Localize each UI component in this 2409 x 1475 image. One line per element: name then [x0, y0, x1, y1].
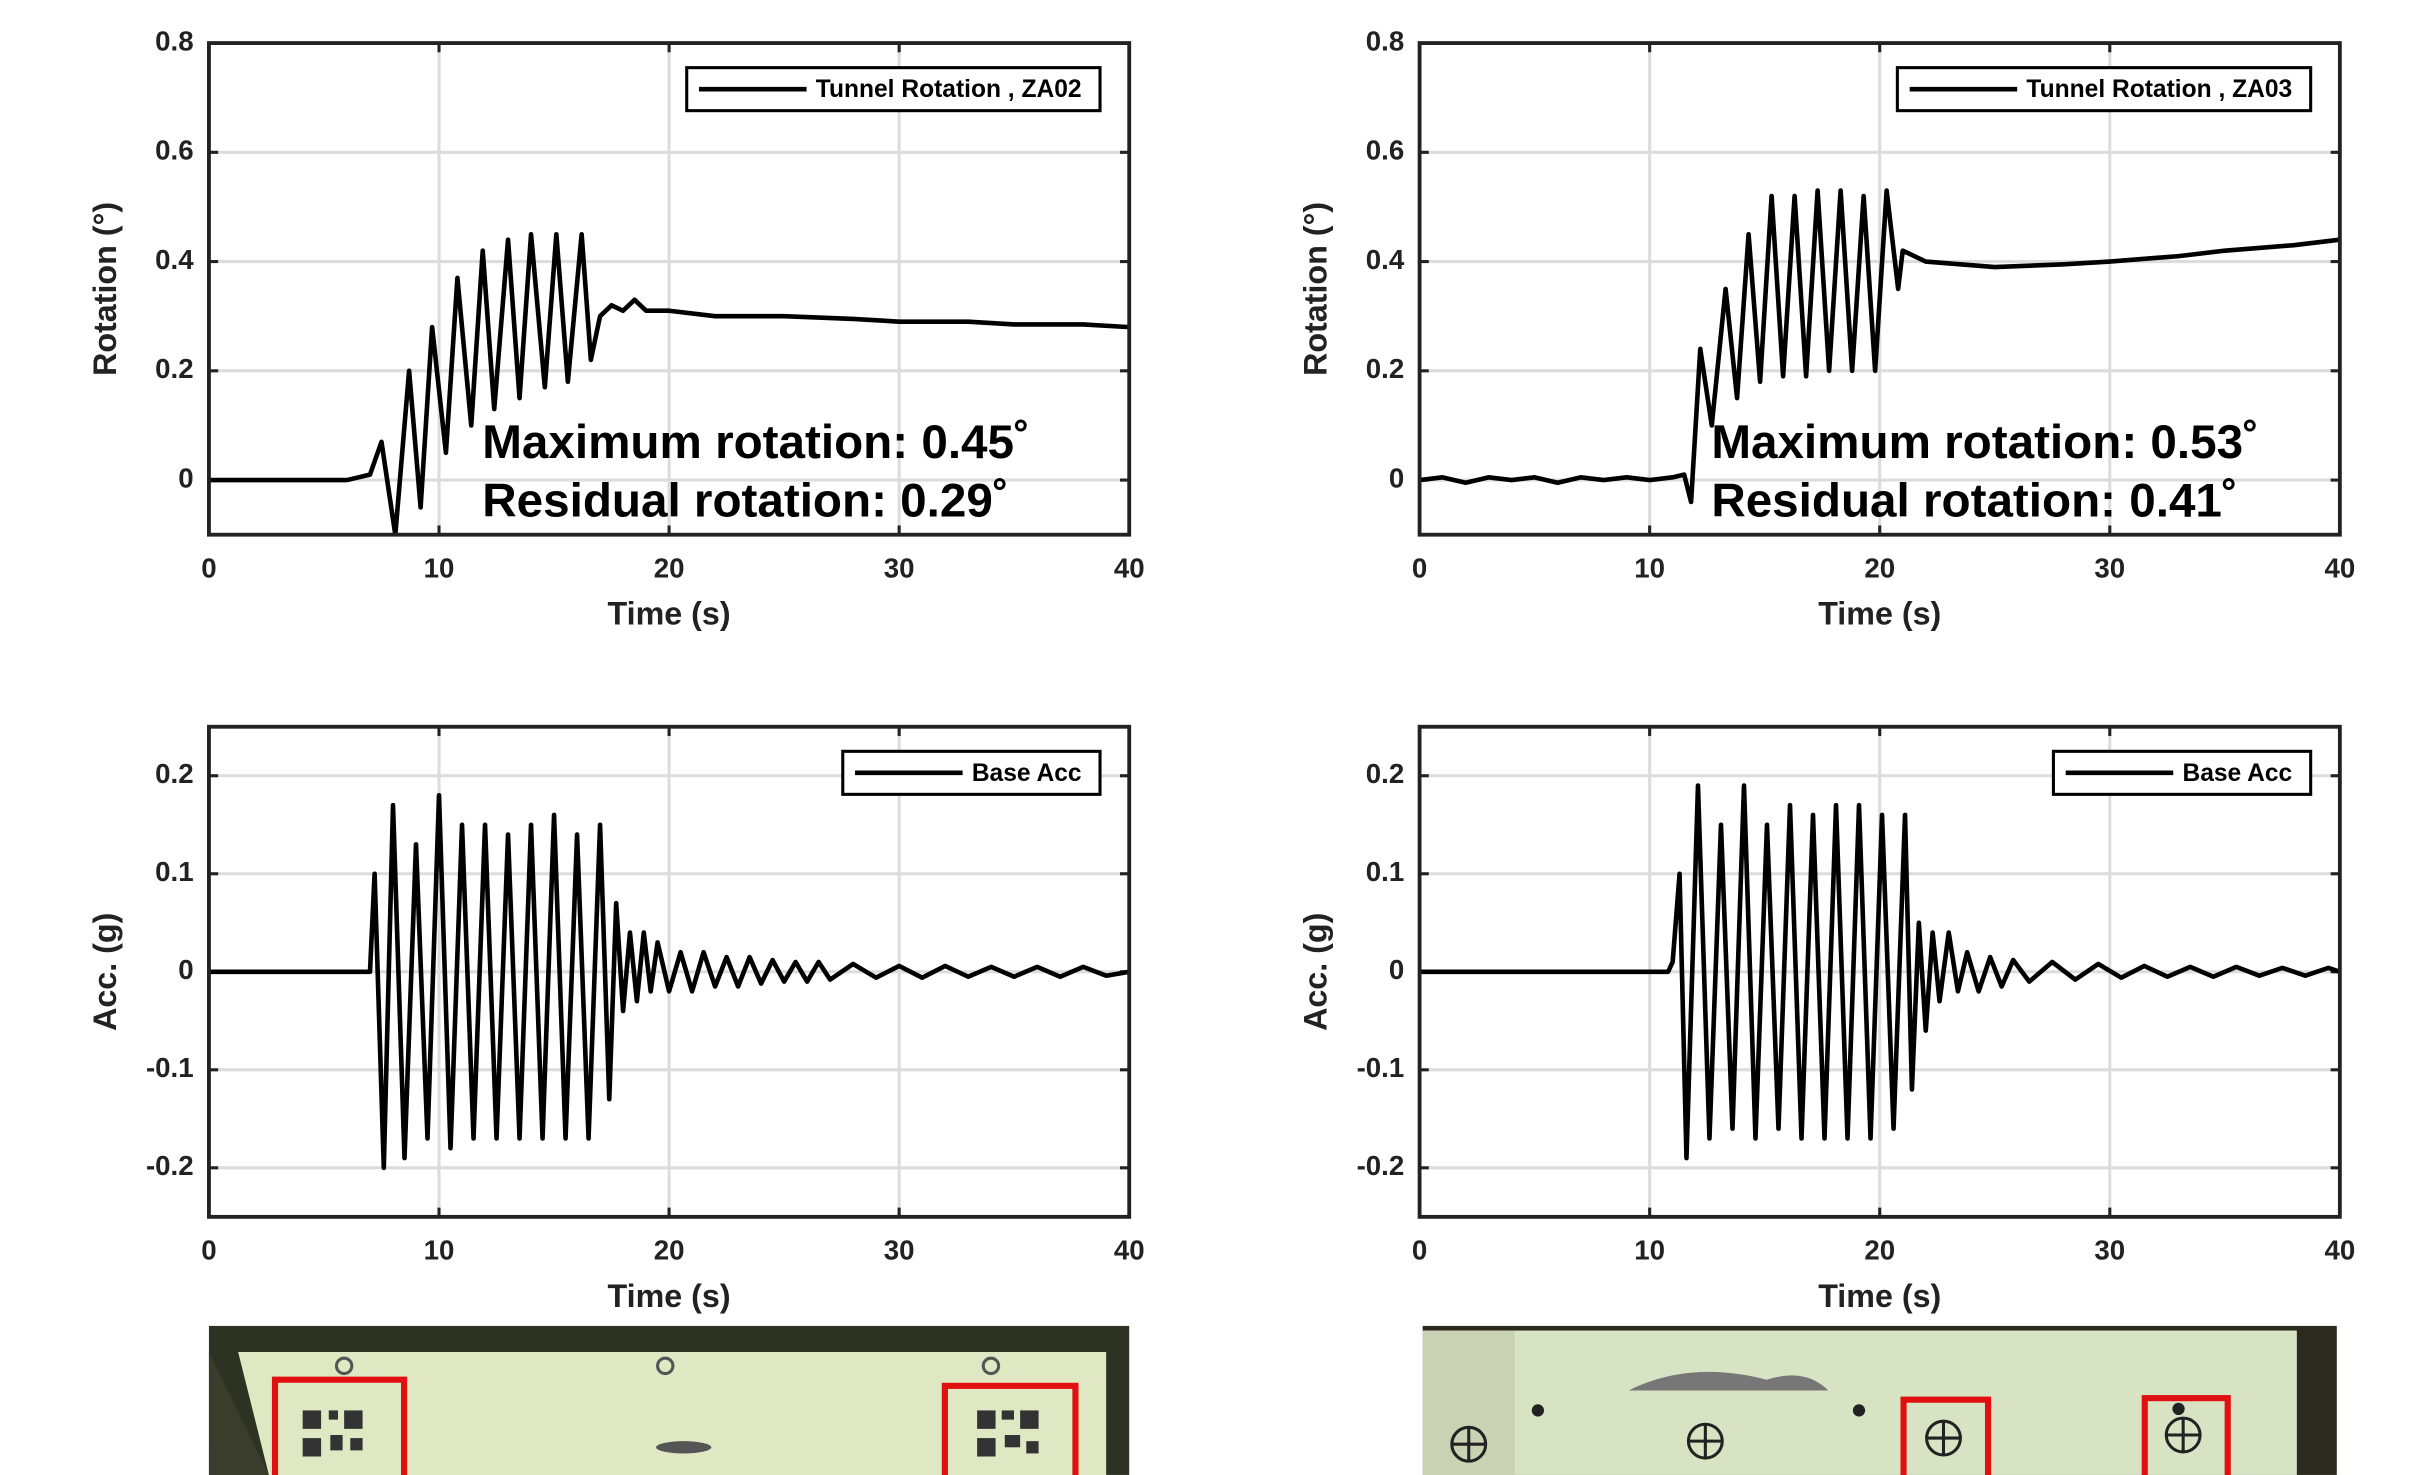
y-tick-label: 0.4	[1366, 244, 1405, 275]
x-axis-label: Time (s)	[1818, 1278, 1941, 1314]
x-tick-label: 20	[654, 1234, 685, 1265]
x-tick-label: 30	[2094, 1234, 2125, 1265]
y-tick-label: 0.2	[155, 758, 193, 789]
x-tick-label: 0	[201, 552, 216, 583]
y-tick-label: -0.2	[1357, 1150, 1405, 1181]
x-tick-label: 30	[2094, 552, 2125, 583]
x-tick-label: 0	[201, 1234, 216, 1265]
x-tick-label: 10	[1634, 1234, 1665, 1265]
x-tick-label: 0	[1412, 1234, 1427, 1265]
photo-za02	[208, 1325, 1130, 1475]
y-axis-label: Acc. (g)	[1298, 913, 1334, 1031]
y-tick-label: 0.6	[155, 135, 193, 166]
annotation: Maximum rotation: 0.53˚	[1711, 416, 2259, 469]
data-line	[208, 793, 1130, 1171]
photo-za03	[1422, 1325, 2337, 1475]
chart: 0 10 20 30 40 0 0.2 0.4 0.6 0.8 Time (s) Rotation (…	[87, 25, 1145, 631]
y-tick-label: 0	[178, 954, 193, 985]
axes-box	[207, 41, 1132, 537]
y-tick-label: 0	[1389, 462, 1404, 493]
y-tick-label: 0.8	[1366, 25, 1404, 56]
annotation: Maximum rotation: 0.45˚	[482, 416, 1030, 469]
legend-label: Tunnel Rotation , ZA03	[2026, 76, 2292, 103]
chart: 0 10 20 30 40 0 0.2 0.4 0.6 0.8 Time (s) Rotation (…	[1298, 25, 2356, 631]
legend: Base Acc	[841, 749, 1102, 796]
annotation: Residual rotation: 0.41˚	[1711, 475, 2237, 528]
legend: Tunnel Rotation , ZA02	[685, 66, 1102, 113]
y-axis-label: Rotation (°)	[1298, 202, 1334, 376]
legend: Base Acc	[2051, 749, 2313, 796]
x-tick-label: 10	[424, 552, 455, 583]
y-tick-label: 0.2	[155, 353, 193, 384]
x-tick-label: 0	[1412, 552, 1427, 583]
x-axis-label: Time (s)	[1818, 596, 1941, 632]
x-axis-label: Time (s)	[608, 596, 731, 632]
data-line	[1419, 783, 2340, 1161]
data-line	[208, 231, 1130, 535]
x-tick-label: 40	[1114, 1234, 1145, 1265]
legend-label: Base Acc	[972, 760, 1082, 787]
x-axis-label: Time (s)	[608, 1278, 731, 1314]
legend-label: Base Acc	[2182, 760, 2292, 787]
chart: 0 10 20 30 40 -0.2 -0.1 0 0.1 0.2 Time (s) Acc. (g)…	[87, 724, 1145, 1314]
x-tick-label: 20	[1864, 552, 1895, 583]
axes-box	[1417, 41, 2342, 537]
y-tick-label: 0.2	[1366, 353, 1404, 384]
x-tick-label: 10	[424, 1234, 455, 1265]
y-tick-label: 0	[1389, 954, 1404, 985]
legend: Tunnel Rotation , ZA03	[1895, 66, 2313, 113]
x-tick-label: 30	[884, 552, 915, 583]
axes-box	[207, 724, 1132, 1219]
axes-box	[1417, 724, 2342, 1219]
data-line	[1419, 188, 2340, 505]
y-tick-label: -0.1	[146, 1052, 194, 1083]
y-tick-label: -0.2	[146, 1150, 194, 1181]
chart: 0 10 20 30 40 -0.2 -0.1 0 0.1 0.2 Time (s) Acc. (g)…	[1298, 724, 2355, 1314]
y-tick-label: 0	[178, 462, 193, 493]
x-tick-label: 40	[1114, 552, 1145, 583]
annotation: Residual rotation: 0.29˚	[482, 475, 1008, 528]
x-tick-label: 10	[1634, 552, 1665, 583]
x-tick-label: 20	[1864, 1234, 1895, 1265]
y-axis-label: Acc. (g)	[87, 913, 123, 1031]
y-tick-label: 0.1	[1366, 856, 1404, 887]
y-tick-label: 0.1	[155, 856, 193, 887]
x-tick-label: 30	[884, 1234, 915, 1265]
x-tick-label: 40	[2324, 1234, 2355, 1265]
legend-label: Tunnel Rotation , ZA02	[816, 76, 1082, 103]
y-axis-label: Rotation (°)	[87, 202, 123, 376]
y-tick-label: 0.8	[155, 25, 193, 56]
x-tick-label: 20	[654, 552, 685, 583]
y-tick-label: 0.4	[155, 244, 194, 275]
y-tick-label: 0.6	[1366, 135, 1404, 166]
y-tick-label: 0.2	[1366, 758, 1404, 789]
x-tick-label: 40	[2324, 552, 2355, 583]
y-tick-label: -0.1	[1357, 1052, 1405, 1083]
